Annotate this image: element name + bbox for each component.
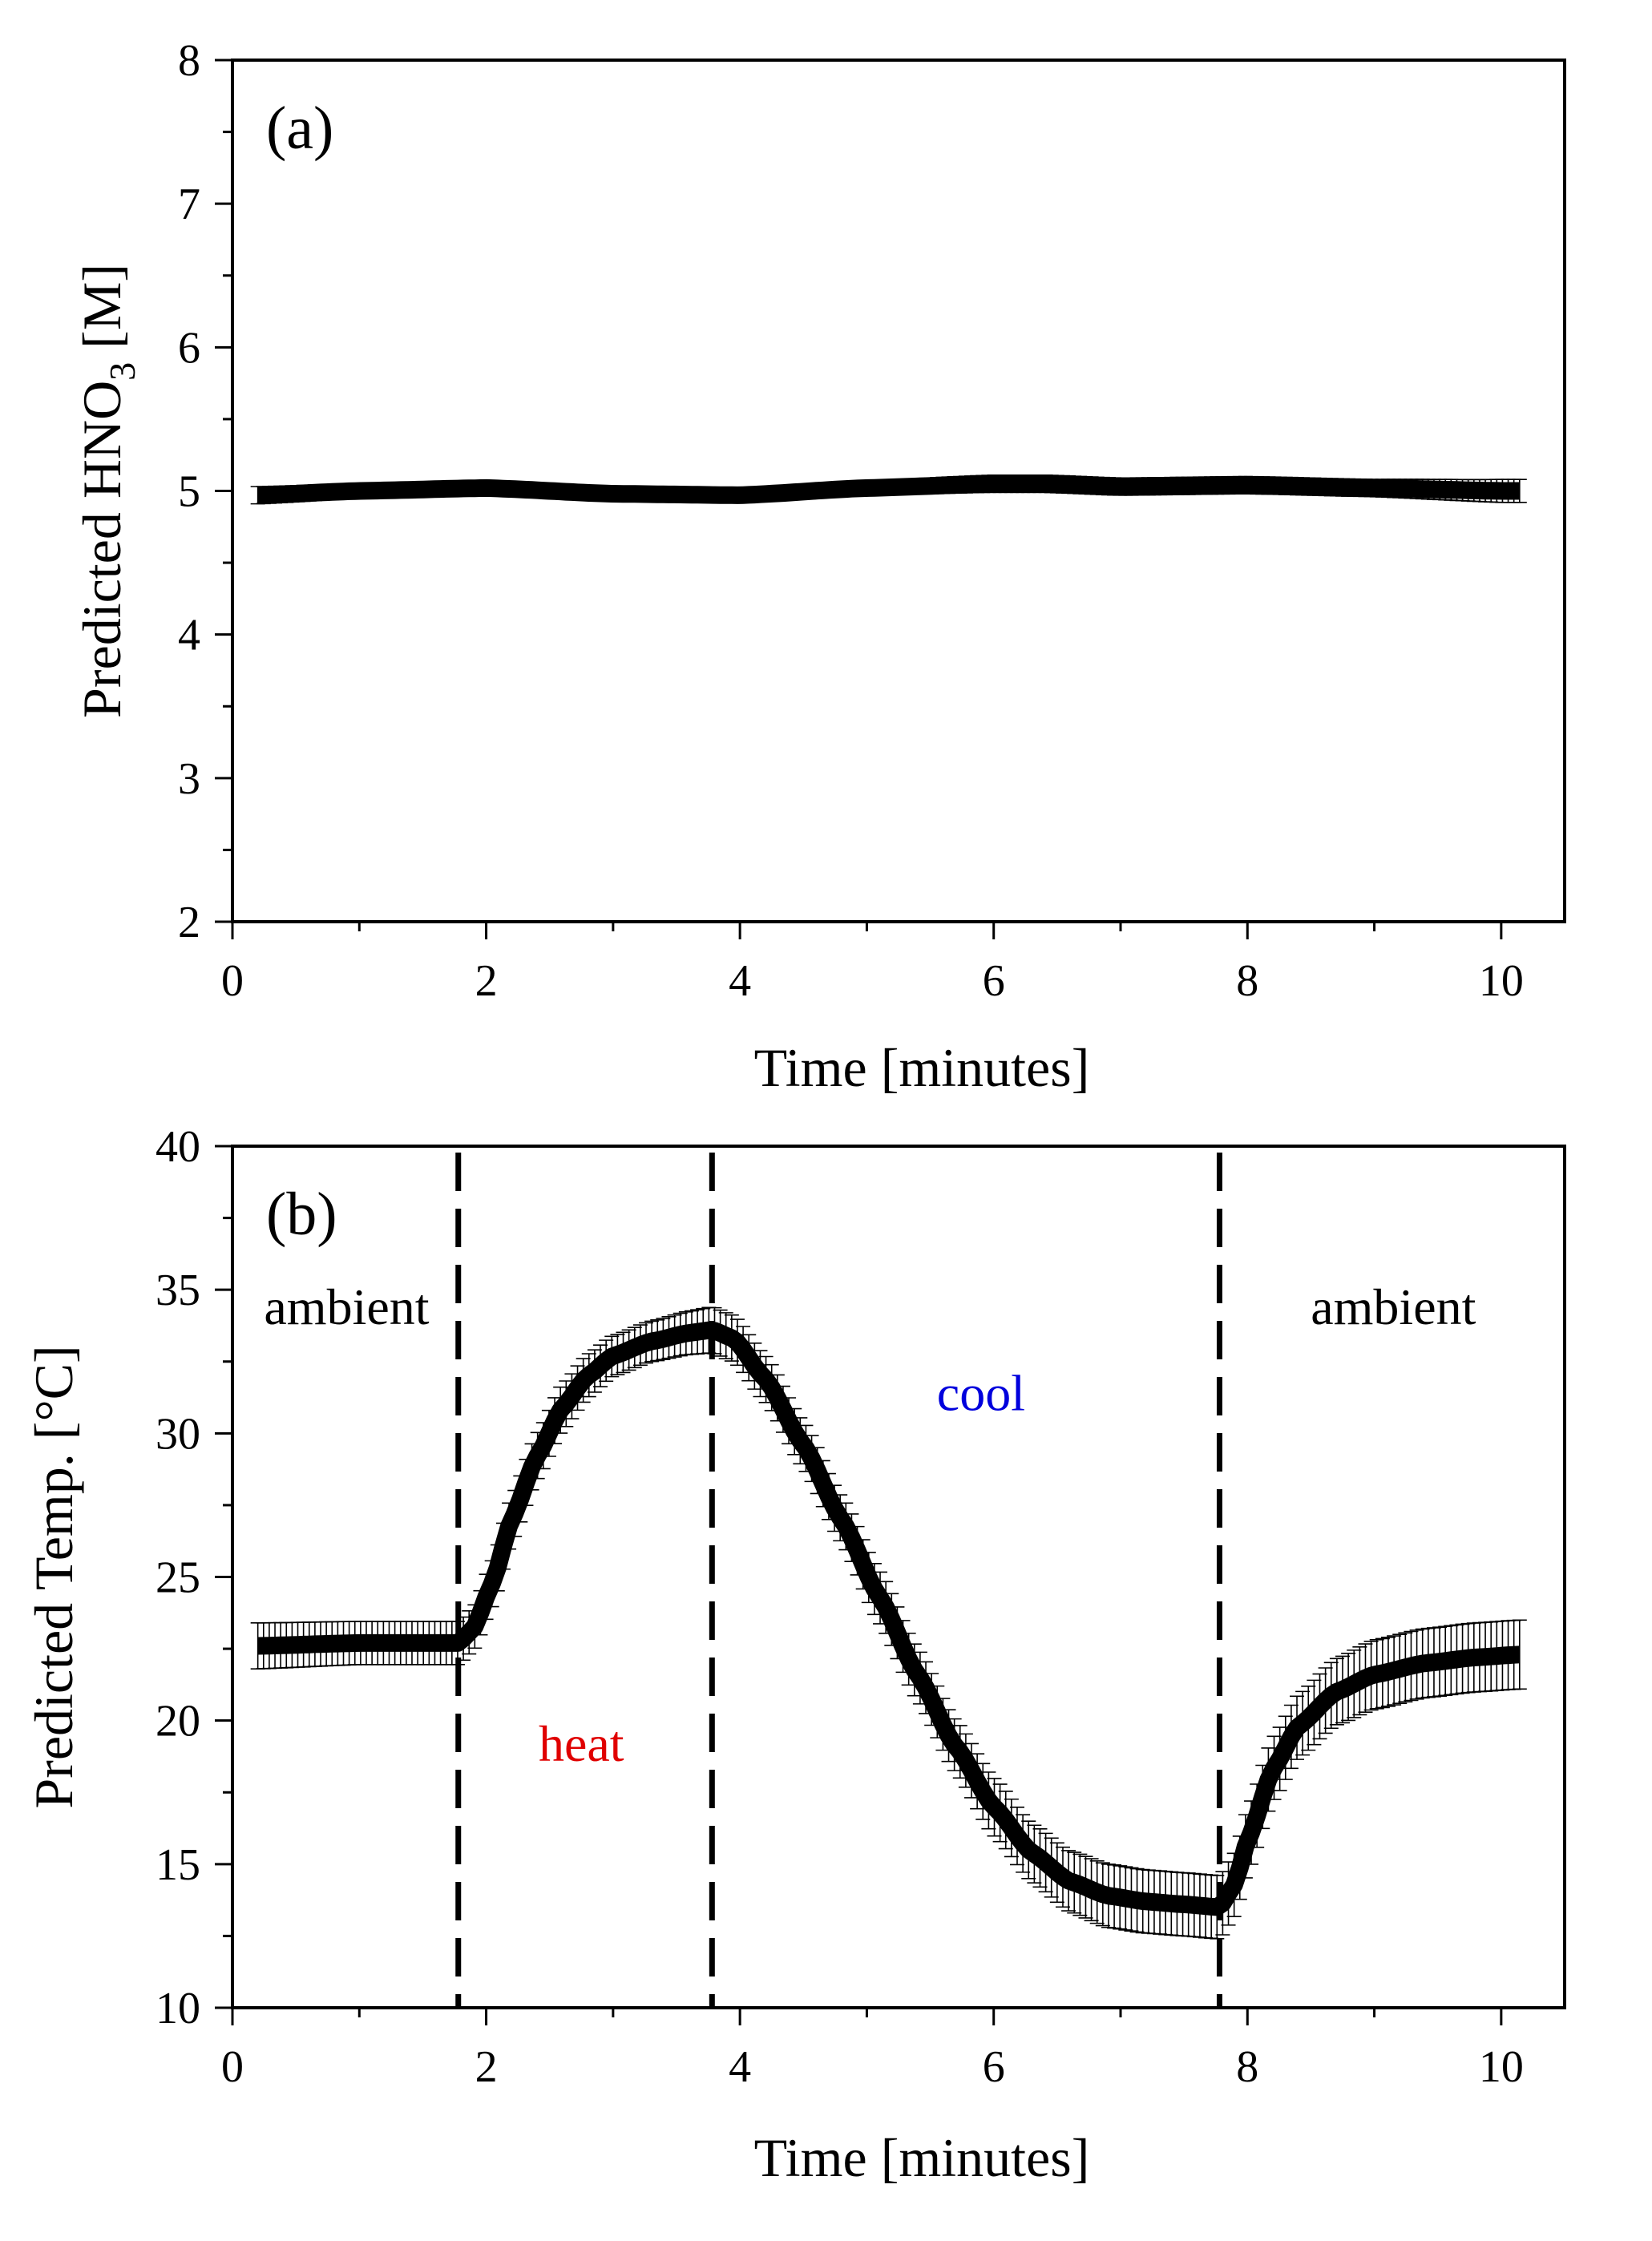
- y-tick-label: 3: [178, 754, 200, 804]
- phase-annotation: ambient: [1311, 1278, 1476, 1335]
- x-tick-label: 10: [1479, 2042, 1524, 2092]
- y-axis-title: Predicted HNO3 [M]: [71, 264, 143, 718]
- panel-label: (b): [266, 1181, 337, 1248]
- x-tick-label: 0: [221, 2042, 244, 2092]
- series-line: [254, 1321, 1523, 1916]
- y-tick-label: 2: [178, 898, 200, 947]
- y-tick-label: 20: [156, 1697, 200, 1746]
- x-tick-label: 2: [475, 956, 498, 1006]
- y-tick-label: 30: [156, 1409, 200, 1459]
- y-axis-title: Predicted Temp. [°C]: [23, 1345, 84, 1808]
- y-tick-label: 4: [178, 611, 200, 660]
- x-tick-label: 6: [983, 956, 1005, 1006]
- y-tick-label: 35: [156, 1266, 200, 1315]
- x-tick-label: 10: [1479, 956, 1524, 1006]
- series-line: [254, 474, 1523, 504]
- phase-annotation: heat: [539, 1715, 624, 1772]
- y-tick-label: 8: [178, 36, 200, 86]
- y-tick-label: 6: [178, 323, 200, 373]
- y-tick-label: 15: [156, 1840, 200, 1890]
- x-axis-title: Time [minutes]: [754, 1037, 1090, 1098]
- y-tick-label: 5: [178, 467, 200, 517]
- y-tick-label: 25: [156, 1553, 200, 1603]
- y-axis-title-main: Predicted HNO: [71, 381, 132, 718]
- y-tick-label: 40: [156, 1122, 200, 1172]
- y-axis-title-unit: [M]: [71, 264, 132, 362]
- x-tick-label: 6: [983, 2042, 1005, 2092]
- panel-b: 0 2 4 6 8 10 10 15 20 25 30 35 40 Time [minutes] Predi…: [23, 1122, 1566, 2188]
- plot-frame: [231, 1145, 1566, 2009]
- phase-annotation: ambient: [264, 1278, 429, 1335]
- x-tick-label: 8: [1236, 2042, 1258, 2092]
- y-axis-title-subscript: 3: [102, 362, 143, 381]
- y-tick-label: 7: [178, 180, 200, 229]
- x-tick-label: 0: [221, 956, 244, 1006]
- x-tick-label: 2: [475, 2042, 498, 2092]
- panel-label: (a): [266, 95, 333, 162]
- y-tick-label: 10: [156, 1984, 200, 2033]
- plot-frame: [231, 59, 1566, 923]
- x-tick-label: 4: [729, 2042, 751, 2092]
- x-axis-title: Time [minutes]: [754, 2127, 1090, 2188]
- x-tick-label: 8: [1236, 956, 1258, 1006]
- x-tick-label: 4: [729, 956, 751, 1006]
- phase-annotation: cool: [937, 1365, 1025, 1422]
